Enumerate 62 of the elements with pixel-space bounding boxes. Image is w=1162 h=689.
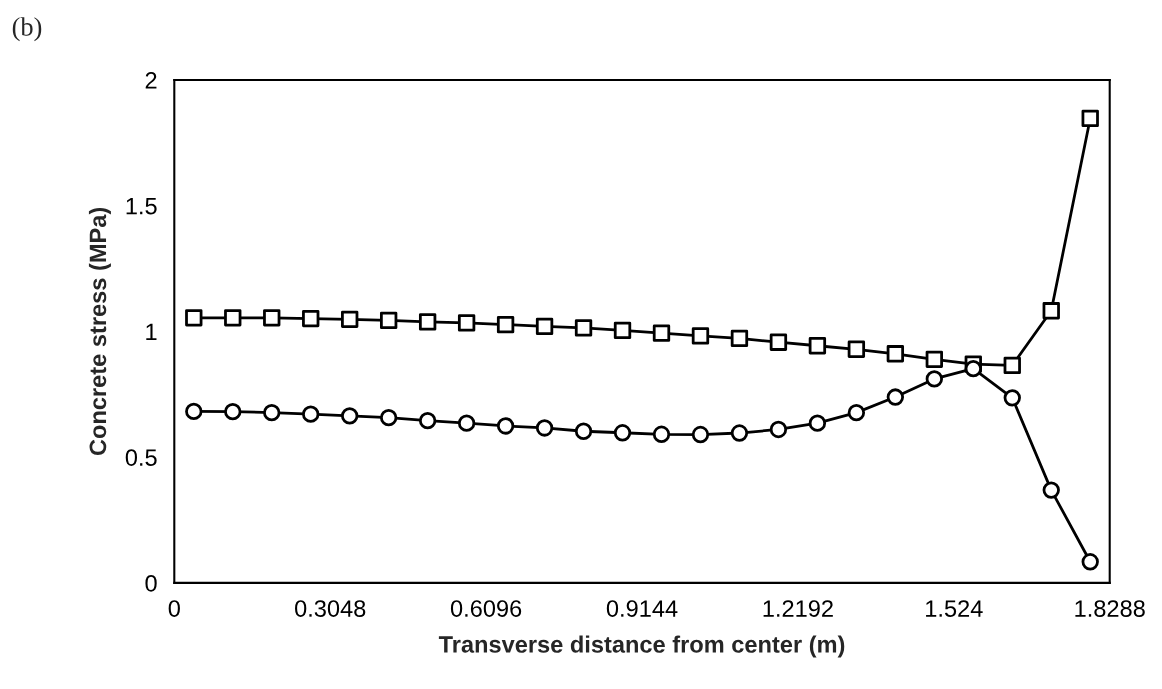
point	[379, 408, 398, 427]
x-tick-label: 1.524	[926, 600, 983, 617]
y-tick-label: 2	[145, 71, 157, 89]
y-tick-label: 0.5	[125, 449, 157, 466]
point	[185, 402, 203, 421]
point	[613, 321, 632, 340]
point	[1081, 553, 1099, 571]
text: (b)	[12, 17, 42, 42]
point	[925, 350, 943, 368]
point	[769, 420, 788, 439]
point	[847, 403, 866, 422]
point	[185, 309, 203, 327]
point	[535, 317, 554, 336]
point	[1003, 356, 1021, 375]
point	[535, 419, 554, 437]
point	[418, 412, 437, 430]
point	[652, 324, 671, 342]
point	[886, 388, 905, 406]
point	[730, 329, 749, 348]
x-tick-label: 1.2192	[763, 600, 833, 617]
point	[496, 315, 515, 334]
point	[652, 425, 671, 443]
point	[379, 311, 398, 330]
point	[302, 405, 320, 423]
point	[418, 313, 437, 331]
point	[1003, 389, 1021, 407]
point	[457, 314, 476, 332]
x-tick-label: 0.3048	[295, 600, 366, 617]
point	[341, 407, 359, 425]
point	[691, 327, 710, 345]
point	[730, 424, 749, 442]
point	[808, 337, 827, 355]
point	[224, 309, 242, 327]
point	[613, 424, 632, 442]
x-tick-label: 0.6096	[450, 600, 522, 617]
point	[302, 309, 320, 328]
x-tick-label: 0	[168, 600, 180, 617]
y-tick-label: 1	[146, 323, 157, 340]
point	[691, 425, 710, 444]
point	[224, 402, 242, 421]
point	[1081, 109, 1099, 128]
point	[263, 403, 281, 422]
point	[1042, 302, 1060, 320]
point	[847, 340, 866, 358]
point	[769, 333, 788, 351]
point	[925, 370, 943, 388]
point	[886, 345, 905, 363]
point	[496, 417, 515, 435]
point	[808, 414, 827, 432]
x-axis-title: Transverse distance from center (m)	[438, 635, 845, 658]
point	[341, 310, 359, 329]
y-axis-title: Concrete stress (MPa)	[88, 207, 111, 456]
x-tick-label: 0.9144	[606, 600, 678, 617]
x-tick-label: 1.8288	[1075, 600, 1145, 617]
y-tick-label: 0	[145, 574, 157, 592]
point	[574, 422, 593, 440]
point	[574, 319, 593, 337]
point	[1042, 481, 1060, 499]
y-tick-label: 1.5	[126, 197, 157, 215]
point	[964, 359, 982, 378]
point	[263, 309, 281, 327]
point	[457, 414, 476, 432]
